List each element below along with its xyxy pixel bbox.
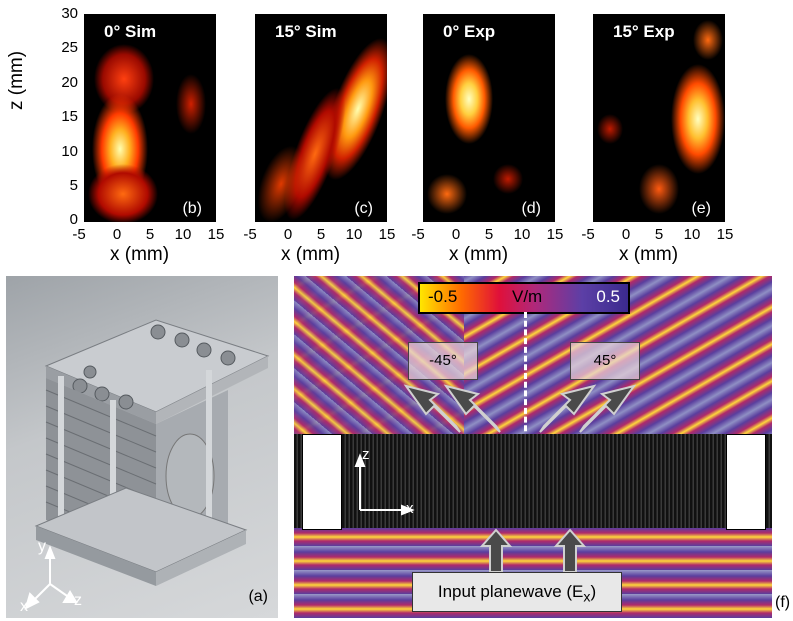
- colorbar-min: -0.5: [428, 287, 458, 306]
- x-tick: 5: [316, 226, 326, 243]
- x-tick: -5: [411, 226, 425, 243]
- x-axis-label: x (mm): [619, 244, 679, 265]
- angle-label-right: 45°: [570, 342, 640, 380]
- colorbar-unit: V/m: [512, 287, 543, 306]
- device-photo: y x z (a): [6, 276, 278, 618]
- x-ticks-b: -5 0 5 10 15: [72, 226, 224, 244]
- x-tick: 0: [283, 226, 293, 243]
- device-illustration: [24, 319, 270, 610]
- x-tick: 5: [145, 226, 155, 243]
- y-tick: 5: [69, 177, 78, 194]
- input-label-sub: x: [583, 589, 591, 606]
- y-tick: 15: [61, 108, 78, 125]
- axis-z-label: z: [74, 592, 82, 609]
- field-blob: [639, 164, 679, 214]
- x-tick: 15: [207, 226, 225, 243]
- y-tick: 30: [61, 5, 78, 22]
- metasurface-slab: [294, 434, 772, 528]
- y-axis-label: z (mm): [6, 50, 27, 110]
- panel-tag: (e): [691, 200, 711, 217]
- arrow-up-right-icon: [579, 384, 637, 433]
- field-blob: [445, 54, 493, 144]
- x-tick: 5: [654, 226, 664, 243]
- input-planewave-label: Input planewave (Ex): [412, 572, 622, 612]
- y-tick: 0: [69, 211, 78, 228]
- heatmap-panel-e: 15° Exp (e): [593, 14, 725, 222]
- panel-tag: (d): [521, 200, 541, 217]
- field-simulation-panel: -0.5 V/m 0.5 -45° 45° z x Input planewav…: [294, 276, 772, 618]
- arrow-up-left-icon: [403, 384, 461, 433]
- input-label-close: ): [590, 582, 597, 601]
- panel-tag: (c): [354, 200, 373, 217]
- x-tick: 10: [513, 226, 531, 243]
- input-label-text: Input planewave (E: [437, 582, 584, 601]
- arrow-up-icon: [479, 528, 513, 573]
- axis-x-label: x: [406, 500, 414, 517]
- field-blob: [176, 74, 206, 134]
- coord-axes: [354, 453, 415, 516]
- panel-title: 15° Sim: [275, 22, 337, 41]
- beam-arrows: [403, 384, 637, 573]
- arrow-up-left-icon: [443, 384, 501, 433]
- field-blob: [671, 64, 725, 174]
- arrow-up-right-icon: [539, 384, 597, 433]
- x-axis-label: x (mm): [449, 244, 509, 265]
- axis-y-label: y: [38, 538, 46, 555]
- field-blob: [88, 164, 158, 222]
- x-tick: -5: [581, 226, 595, 243]
- heatmap-panel-b: 0° Sim (b): [84, 14, 216, 222]
- y-tick: 20: [61, 74, 78, 91]
- field-blob: [597, 114, 623, 144]
- panel-tag: (a): [248, 588, 268, 605]
- normal-line: [524, 312, 527, 440]
- x-tick: 0: [112, 226, 122, 243]
- absorber-left: [302, 434, 342, 530]
- axis-x-label: x: [20, 598, 28, 615]
- field-blob: [427, 174, 467, 214]
- panel-title: 0° Sim: [104, 22, 157, 41]
- panel-tag: (b): [182, 200, 202, 217]
- x-tick: 5: [484, 226, 494, 243]
- x-tick: 10: [345, 226, 363, 243]
- x-axis-label: x (mm): [110, 244, 170, 265]
- angle-label-left: -45°: [408, 342, 478, 380]
- heatmap-panel-d: 0° Exp (d): [423, 14, 555, 222]
- x-ticks-c: -5 0 5 10 15: [243, 226, 395, 244]
- x-axis-label: x (mm): [281, 244, 341, 265]
- x-tick: 15: [546, 226, 564, 243]
- axis-z-label: z: [362, 446, 370, 463]
- x-tick: 15: [378, 226, 396, 243]
- field-blob: [693, 20, 723, 60]
- absorber-right: [726, 434, 766, 530]
- x-tick: 0: [451, 226, 461, 243]
- x-ticks-e: -5 0 5 10 15: [581, 226, 733, 244]
- x-tick: 10: [683, 226, 701, 243]
- x-tick: 15: [716, 226, 734, 243]
- arrow-up-icon: [553, 528, 587, 573]
- x-tick: -5: [72, 226, 86, 243]
- x-tick: 10: [174, 226, 192, 243]
- panel-tag: (f): [775, 594, 791, 611]
- y-tick: 25: [61, 39, 78, 56]
- panel-title: 0° Exp: [443, 22, 496, 41]
- field-blob: [493, 164, 523, 194]
- x-tick: -5: [243, 226, 257, 243]
- panel-title: 15° Exp: [613, 22, 675, 41]
- colorbar-max: 0.5: [596, 287, 620, 306]
- heatmap-panel-c: 15° Sim (c): [255, 14, 387, 222]
- y-tick: 10: [61, 143, 78, 160]
- x-ticks-d: -5 0 5 10 15: [411, 226, 563, 244]
- x-tick: 0: [621, 226, 631, 243]
